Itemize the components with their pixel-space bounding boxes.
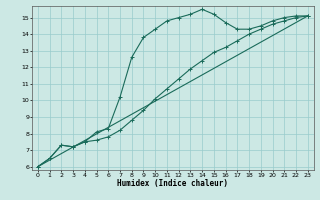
X-axis label: Humidex (Indice chaleur): Humidex (Indice chaleur): [117, 179, 228, 188]
